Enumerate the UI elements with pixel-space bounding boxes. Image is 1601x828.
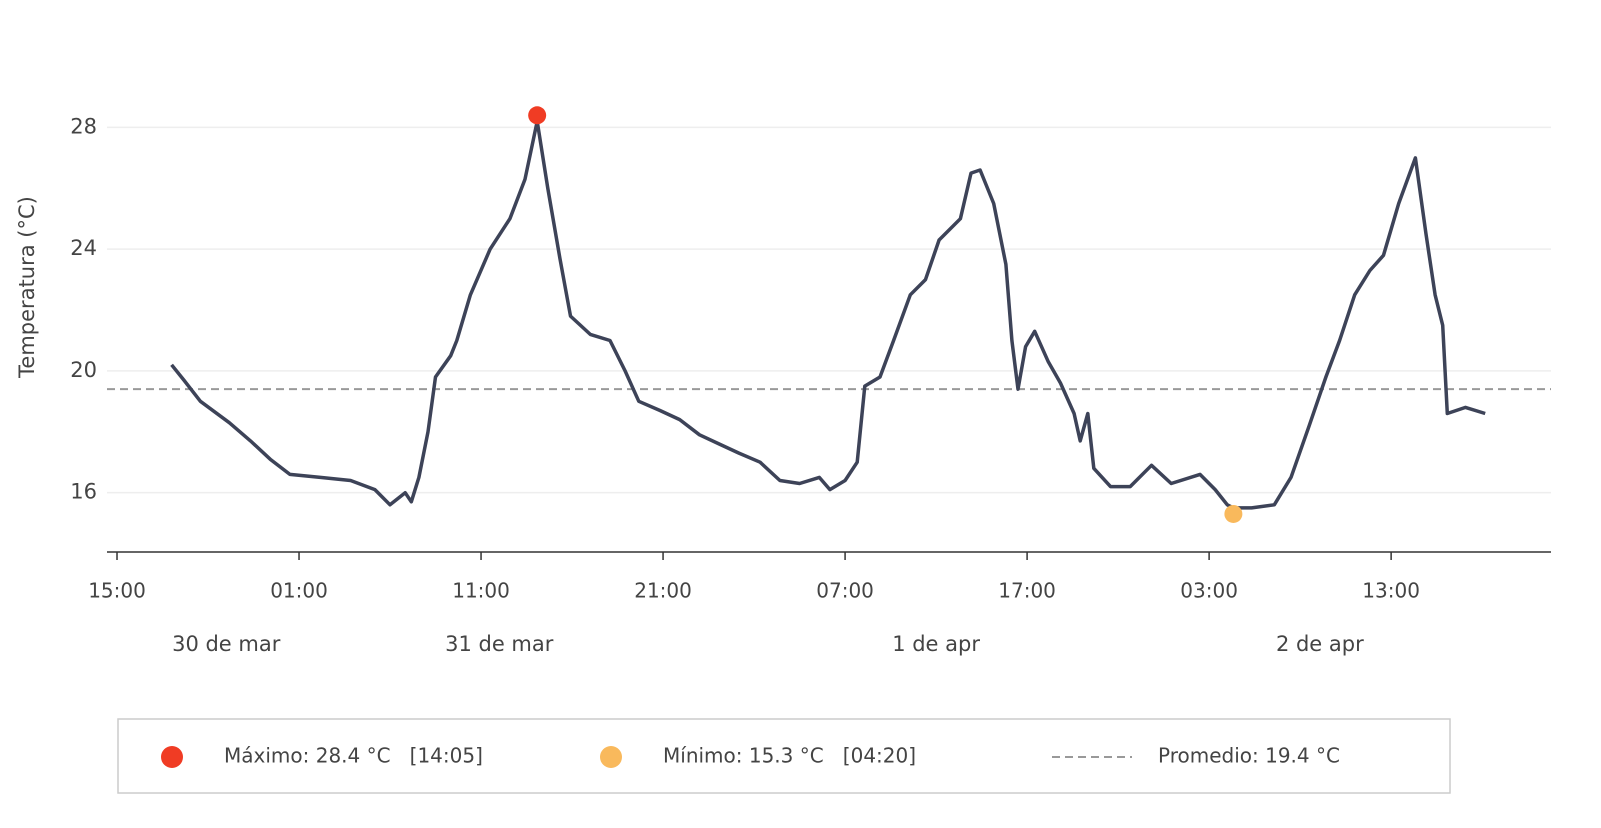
legend-marker (161, 746, 183, 768)
date-label: 1 de apr (892, 632, 980, 656)
y-tick-label: 28 (70, 114, 97, 138)
y-tick-label: 16 (70, 480, 97, 504)
x-tick-label: 15:00 (88, 579, 146, 603)
extreme-marker (528, 106, 547, 125)
x-tick-label: 07:00 (816, 579, 874, 603)
legend-label: Promedio: 19.4 °C (1158, 744, 1340, 768)
legend-box (117, 718, 1451, 794)
x-tick-label: 21:00 (634, 579, 692, 603)
y-axis-title: Temperatura (°C) (15, 196, 39, 379)
date-label: 31 de mar (445, 632, 554, 656)
x-tick-label: 11:00 (452, 579, 510, 603)
extreme-marker (1224, 504, 1243, 523)
date-label: 30 de mar (172, 632, 281, 656)
temperature-line (170, 119, 1486, 510)
legend-marker (600, 746, 622, 768)
date-label: 2 de apr (1276, 632, 1364, 656)
x-tick-label: 03:00 (1180, 579, 1238, 603)
x-tick-label: 13:00 (1362, 579, 1420, 603)
legend-label: Mínimo: 15.3 °C [04:20] (663, 744, 916, 768)
x-tick-label: 01:00 (270, 579, 328, 603)
legend-label: Máximo: 28.4 °C [14:05] (224, 744, 483, 768)
x-tick-label: 17:00 (998, 579, 1056, 603)
y-tick-label: 24 (70, 236, 97, 260)
y-tick-label: 20 (70, 358, 97, 382)
